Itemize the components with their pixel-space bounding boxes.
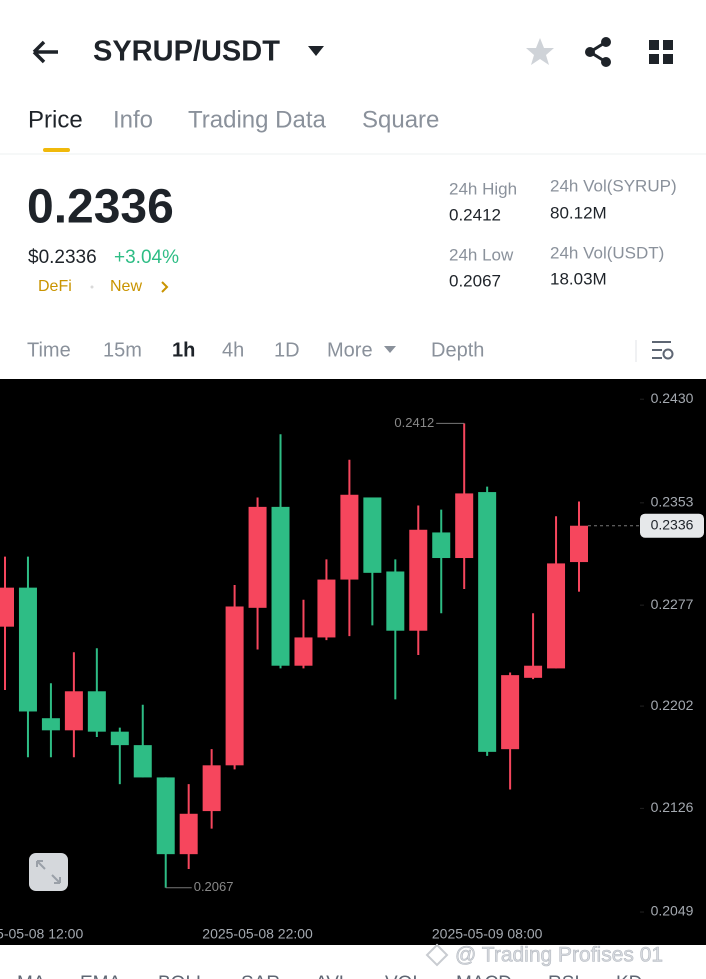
stat-value: 80.12M: [550, 203, 607, 222]
candle-body: [340, 494, 359, 580]
last-price: 0.2336: [27, 181, 174, 234]
stat-label: 24h Vol(USDT): [550, 243, 664, 262]
indicator-bar: MA EMA BOLL SAR AVL VOL MACD RSI KD: [17, 973, 642, 979]
tab[interactable]: Info: [113, 106, 153, 133]
interval[interactable]: More: [327, 339, 373, 361]
interval[interactable]: 1h: [172, 339, 195, 361]
y-tick-label: 0.2202: [651, 697, 694, 713]
last-price-tag: [640, 513, 704, 538]
pair-title[interactable]: SYRUP/USDT: [93, 36, 280, 68]
candle-body: [524, 665, 543, 678]
stat-value: 0.2067: [449, 271, 501, 290]
indicator[interactable]: MACD: [456, 973, 512, 979]
candle-body: [110, 731, 129, 746]
stat-value: 0.2412: [449, 205, 501, 224]
tab[interactable]: Trading Data: [188, 106, 327, 133]
chart-settings[interactable]: [652, 341, 674, 360]
separator: [90, 285, 94, 289]
indicator[interactable]: RSI: [548, 973, 580, 979]
tab[interactable]: Price: [28, 106, 83, 133]
indicator[interactable]: VOL: [385, 973, 423, 979]
low-annotation: 0.2067: [194, 879, 234, 894]
x-tick-label: 2025-05-09 08:00: [432, 926, 543, 942]
stat-label: 24h Low: [449, 245, 514, 264]
stat-label: 24h Vol(SYRUP): [550, 176, 677, 195]
indicator[interactable]: BOLL: [158, 973, 207, 979]
interval[interactable]: 15m: [103, 339, 142, 361]
high-annotation: 0.2412: [394, 415, 434, 430]
price-change: +3.04%: [114, 247, 179, 268]
back-button[interactable]: [32, 40, 58, 64]
y-tick-label: 0.2430: [651, 390, 694, 406]
y-tick-label: 0.2049: [651, 903, 694, 919]
indicator[interactable]: MA: [17, 973, 46, 979]
indicator[interactable]: KD: [616, 973, 642, 979]
grid-menu[interactable]: [649, 40, 673, 64]
candle-body: [225, 606, 244, 766]
candle-body: [179, 813, 198, 855]
share-button[interactable]: [585, 37, 611, 67]
candle-body: [386, 571, 405, 631]
watermark: @ Trading Profises 01: [455, 944, 663, 967]
candle-body: [64, 691, 83, 731]
x-tick-label: 2025-05-08 12:00: [0, 926, 83, 942]
candle-body: [156, 777, 175, 855]
candle-body: [271, 506, 290, 666]
candle-body: [248, 506, 267, 608]
y-tick-label: 0.2277: [651, 596, 694, 612]
indicator[interactable]: AVL: [315, 973, 350, 979]
stat-value: 18.03M: [550, 269, 607, 288]
usd-price: $0.2336: [28, 247, 97, 268]
indicator[interactable]: SAR: [241, 973, 280, 979]
last-price-label: 0.2336: [651, 516, 694, 532]
interval[interactable]: Depth: [431, 339, 484, 361]
tab-indicator: [43, 148, 70, 152]
tab[interactable]: Square: [362, 106, 439, 133]
candle-body: [409, 529, 428, 631]
interval[interactable]: 4h: [222, 339, 244, 361]
candle-body: [363, 497, 382, 573]
candle-body: [317, 579, 336, 638]
candle-body: [133, 745, 152, 778]
tag[interactable]: New: [110, 278, 142, 295]
candle-body: [294, 637, 313, 666]
candle-body: [478, 492, 497, 752]
pair-dropdown[interactable]: [308, 46, 324, 56]
candle-body: [0, 587, 14, 627]
chart: 0.2430 0.2353 0.2277 0.2202 0.2126 0.2049 2025…: [0, 390, 704, 942]
candle-body: [202, 765, 221, 812]
candle-body: [41, 718, 60, 731]
candle-body: [501, 675, 520, 750]
candle-body: [432, 532, 451, 559]
indicator[interactable]: EMA: [80, 973, 122, 979]
x-tick-label: 2025-05-08 22:00: [202, 926, 313, 942]
y-tick-label: 0.2126: [651, 799, 694, 815]
stat-label: 24h High: [449, 179, 517, 198]
candle-body: [455, 493, 474, 559]
candle-body: [87, 691, 106, 732]
watermark-logo: [425, 943, 449, 967]
tag[interactable]: DeFi: [38, 278, 72, 295]
candle-body: [570, 525, 588, 563]
more-dropdown[interactable]: [384, 346, 396, 353]
y-tick-label: 0.2353: [651, 494, 694, 510]
expand-button[interactable]: [29, 853, 68, 891]
candle-body: [547, 563, 566, 669]
chart-background: [0, 379, 706, 945]
chevron: [161, 281, 169, 293]
candle-body: [18, 587, 37, 712]
favorite-star[interactable]: [526, 38, 554, 65]
interval[interactable]: 1D: [274, 339, 300, 361]
interval[interactable]: Time: [27, 339, 71, 361]
